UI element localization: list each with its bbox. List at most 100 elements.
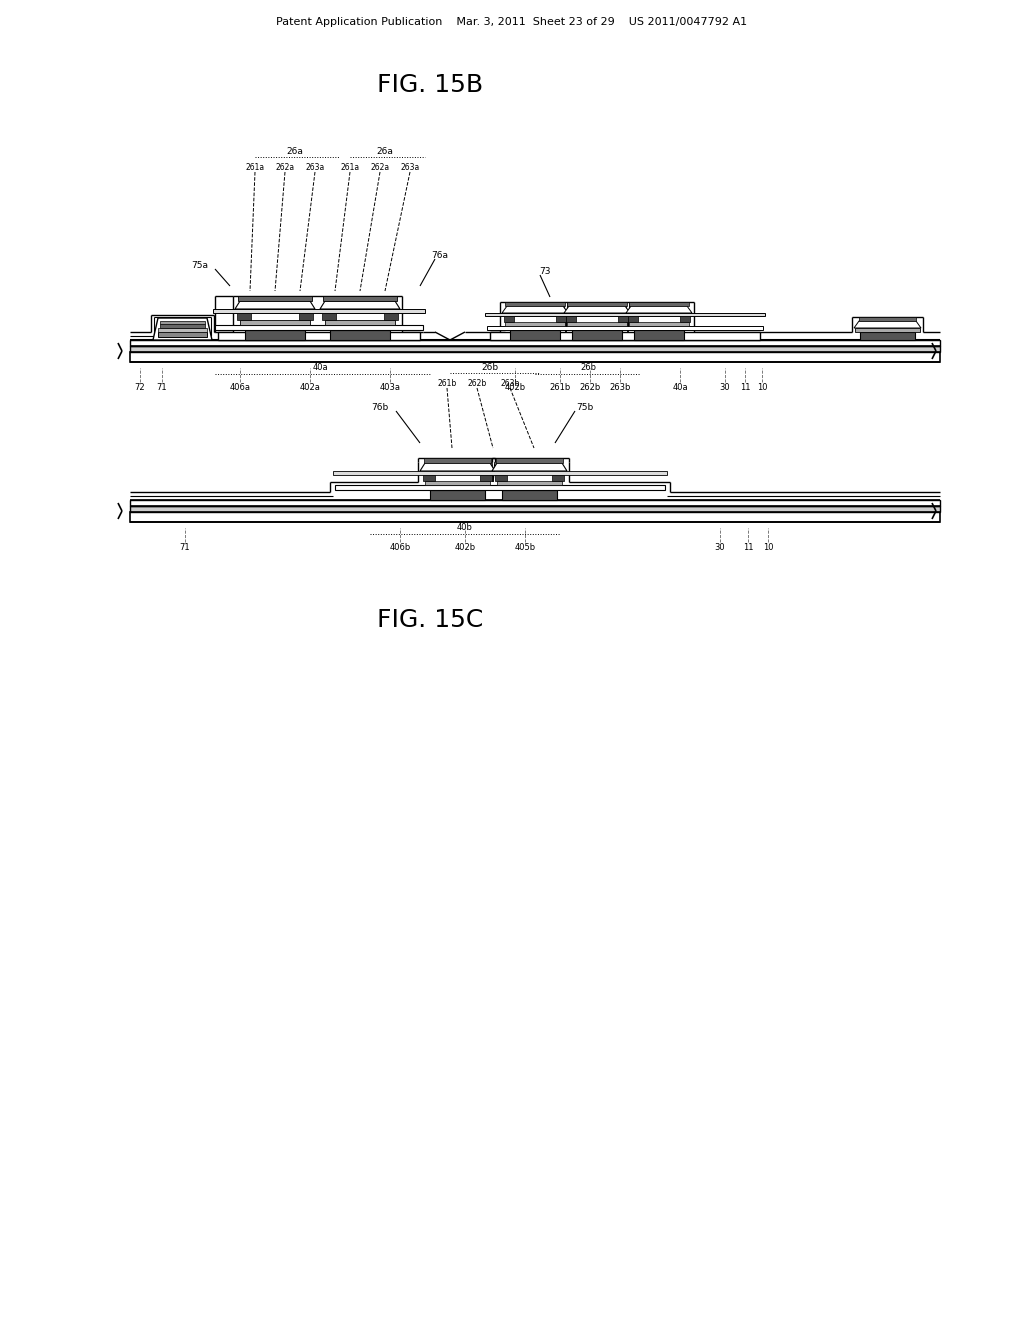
Bar <box>130 346 940 352</box>
Polygon shape <box>502 306 568 313</box>
Bar <box>237 313 251 319</box>
Bar <box>502 490 557 500</box>
Polygon shape <box>153 318 212 341</box>
Text: 262b: 262b <box>467 379 486 388</box>
Text: 263a: 263a <box>400 162 420 172</box>
Bar <box>130 352 940 362</box>
Text: 262b: 262b <box>580 383 601 392</box>
Bar <box>130 341 940 346</box>
Bar <box>330 330 390 341</box>
Text: 11: 11 <box>739 383 751 392</box>
Bar <box>572 330 622 341</box>
Text: 402b: 402b <box>505 383 525 392</box>
Bar <box>130 500 940 506</box>
Bar <box>556 315 566 322</box>
Bar <box>423 475 435 480</box>
Bar <box>629 322 689 326</box>
Text: 71: 71 <box>157 383 167 392</box>
Text: 10: 10 <box>763 543 773 552</box>
Text: 26a: 26a <box>377 148 393 157</box>
Text: 263b: 263b <box>609 383 631 392</box>
Bar <box>504 315 514 322</box>
Bar <box>323 296 397 301</box>
Bar <box>634 330 684 341</box>
Bar <box>430 490 485 500</box>
Text: Patent Application Publication    Mar. 3, 2011  Sheet 23 of 29    US 2011/004779: Patent Application Publication Mar. 3, 2… <box>276 17 748 26</box>
Text: 263a: 263a <box>305 162 325 172</box>
Bar <box>859 317 916 321</box>
Text: FIG. 15B: FIG. 15B <box>377 73 483 96</box>
Text: 405b: 405b <box>514 543 536 552</box>
Text: 30: 30 <box>715 543 725 552</box>
Text: FIG. 15C: FIG. 15C <box>377 609 483 632</box>
Text: 40a: 40a <box>312 363 328 371</box>
Polygon shape <box>319 301 400 309</box>
Bar <box>505 302 565 306</box>
Text: 76a: 76a <box>431 252 449 260</box>
Polygon shape <box>854 321 921 327</box>
Bar <box>567 302 627 306</box>
Bar <box>487 326 763 330</box>
Bar <box>505 322 565 326</box>
Bar <box>680 315 690 322</box>
Bar <box>495 475 507 480</box>
Text: 26b: 26b <box>481 363 499 372</box>
Polygon shape <box>234 301 315 309</box>
Polygon shape <box>564 306 630 313</box>
Bar <box>240 319 310 325</box>
Bar <box>215 325 423 330</box>
Text: 261a: 261a <box>340 162 359 172</box>
Bar <box>130 512 940 521</box>
Text: 76b: 76b <box>372 404 389 412</box>
Text: 403a: 403a <box>380 383 400 392</box>
Text: 26a: 26a <box>287 148 303 157</box>
Text: 30: 30 <box>720 383 730 392</box>
Text: 261b: 261b <box>437 379 457 388</box>
Bar <box>425 480 490 484</box>
Bar <box>860 333 915 341</box>
Bar <box>130 506 940 512</box>
Bar <box>160 321 205 323</box>
Bar <box>497 480 562 484</box>
Text: 10: 10 <box>757 383 767 392</box>
Text: 73: 73 <box>540 268 551 276</box>
Bar <box>629 302 689 306</box>
Bar <box>384 313 398 319</box>
Bar <box>485 313 765 315</box>
Bar <box>158 327 207 333</box>
Text: 261b: 261b <box>549 383 570 392</box>
Polygon shape <box>626 306 692 313</box>
Bar <box>245 330 305 341</box>
Text: 406a: 406a <box>229 383 251 392</box>
Bar <box>424 458 490 463</box>
Bar <box>158 333 207 337</box>
Text: 263b: 263b <box>501 379 520 388</box>
Bar <box>322 313 336 319</box>
Text: 75b: 75b <box>577 404 594 412</box>
Text: 72: 72 <box>135 383 145 392</box>
Text: 71: 71 <box>179 543 190 552</box>
Text: 26b: 26b <box>580 363 596 371</box>
Bar <box>490 333 760 341</box>
Polygon shape <box>420 463 495 471</box>
Text: 402b: 402b <box>455 543 475 552</box>
Bar <box>628 315 638 322</box>
Text: 402a: 402a <box>300 383 321 392</box>
Bar <box>335 484 665 490</box>
Bar <box>567 322 627 326</box>
Bar <box>480 475 492 480</box>
Bar <box>333 471 667 475</box>
Bar <box>618 315 628 322</box>
Bar <box>325 319 395 325</box>
Text: 40b: 40b <box>457 523 473 532</box>
Text: 261a: 261a <box>246 162 264 172</box>
Bar <box>552 475 564 480</box>
Text: 40a: 40a <box>672 383 688 392</box>
Bar <box>218 333 420 341</box>
Text: 406b: 406b <box>389 543 411 552</box>
Text: 75a: 75a <box>191 261 209 271</box>
Text: 11: 11 <box>742 543 754 552</box>
Text: 262a: 262a <box>275 162 295 172</box>
Text: 262a: 262a <box>371 162 389 172</box>
Bar <box>510 330 560 341</box>
